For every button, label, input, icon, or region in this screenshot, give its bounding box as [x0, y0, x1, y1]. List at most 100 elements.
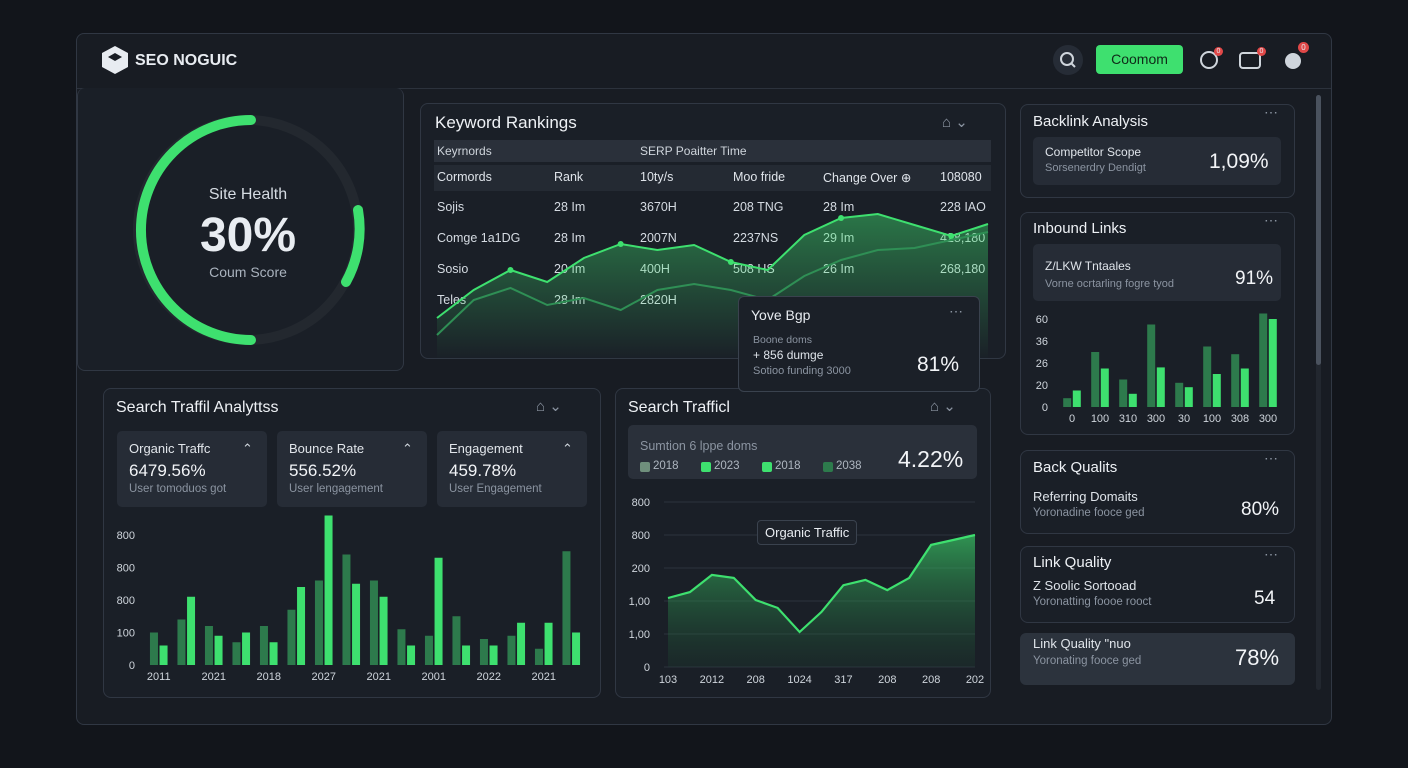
bar [1128, 393, 1137, 407]
point [727, 259, 734, 265]
legend-label: 2038 [836, 460, 862, 472]
search-button[interactable] [1052, 44, 1084, 76]
line [436, 212, 989, 319]
stat-value: 78% [1235, 645, 1280, 670]
bar [424, 635, 433, 665]
table-cell: 28 Im [554, 200, 586, 214]
popover-title: Yove Bgp [751, 307, 811, 323]
kpi-toggle: ⌃ [242, 441, 253, 456]
ratio-card [1020, 633, 1295, 685]
bar [489, 645, 498, 665]
table-header-cell: Moo fride [733, 170, 786, 184]
table-top-header-cell: Keyrnords [437, 144, 492, 158]
kpi-value: 459.78% [449, 461, 517, 480]
bar [1100, 368, 1109, 407]
area [668, 535, 975, 667]
panel-actions[interactable]: ⌂ ⌄ [536, 398, 562, 415]
bar [1175, 382, 1184, 407]
stat-label: Competitor Scope [1045, 145, 1142, 159]
x-tick-label: 2018 [257, 671, 281, 683]
x-tick-label: 103 [659, 674, 677, 686]
bar [517, 622, 526, 665]
table-header-cell: 10ty/s [640, 170, 674, 184]
kpi-toggle: ⌃ [562, 441, 573, 456]
bar [204, 626, 213, 665]
bar [507, 635, 516, 665]
x-tick-label: 30 [1178, 413, 1190, 425]
badge: 0 [1257, 47, 1266, 56]
bar [1184, 387, 1193, 407]
bar [434, 557, 443, 665]
logo [102, 46, 128, 74]
stat-label: Z/LKW Tntaales [1045, 259, 1131, 273]
bar [259, 626, 268, 665]
scrollbar[interactable] [1316, 95, 1321, 690]
badge: 0 [1298, 42, 1309, 53]
stat-label: Referring Domaits [1033, 489, 1138, 504]
panel-title: Backlink Analysis [1033, 113, 1149, 130]
y-tick-label: 36 [1036, 336, 1048, 348]
x-tick-label: 310 [1119, 413, 1137, 425]
legend-label: 2018 [653, 460, 679, 472]
x-tick-label: 2012 [700, 674, 724, 686]
table-cell: Comge 1a1DG [437, 231, 521, 245]
x-tick-label: 2021 [532, 671, 556, 683]
bar [572, 632, 581, 665]
bar [342, 554, 351, 665]
x-tick-label: 208 [922, 674, 940, 686]
popover-line: Boone doms [753, 334, 812, 346]
y-tick-label: 60 [1036, 314, 1048, 326]
bar [452, 616, 461, 665]
bar [1240, 368, 1249, 407]
table-header-cell: 108080 [940, 170, 982, 184]
y-tick-label: 200 [632, 563, 650, 575]
bar [534, 648, 543, 665]
kpi-label: Bounce Rate [289, 441, 365, 456]
x-tick-label: 2021 [367, 671, 391, 683]
site-health-panel [77, 88, 404, 371]
stat-label: Z Soolic Sortooad [1033, 578, 1137, 593]
gauge-subtitle: Coum Score [209, 264, 287, 280]
x-tick-label: 202 [966, 674, 984, 686]
link-quality-panel [1020, 546, 1295, 623]
kpi-label: Organic Traffc [129, 441, 211, 456]
stat-card [1033, 244, 1281, 301]
y-tick-label: 1,00 [629, 596, 650, 608]
kpi-sub: User lengagement [289, 483, 383, 495]
table-header-cell: Cormords [437, 170, 492, 184]
legend-swatch [823, 462, 833, 472]
table-top-header [434, 140, 991, 162]
y-tick-label: 800 [117, 563, 135, 575]
legend-label: 2023 [714, 460, 740, 472]
bar [297, 587, 306, 665]
bar [324, 515, 333, 665]
legend-swatch [701, 462, 711, 472]
panel-title: Link Quality [1033, 554, 1112, 571]
panel-title: Keyword Rankings [435, 113, 577, 132]
popover-line: Sotioo funding 3000 [753, 365, 851, 377]
bar [544, 622, 553, 665]
popover-value: 81% [917, 353, 960, 376]
point [948, 233, 955, 239]
header-icons[interactable] [1195, 42, 1315, 78]
popover-line: + 856 dumge [753, 348, 824, 362]
kpi-label: Engagement [449, 441, 523, 456]
bar [242, 632, 251, 665]
popover: Yove Bgp ⋯ Boone doms + 856 dumge Sotioo… [738, 296, 980, 392]
bar [562, 551, 571, 665]
primary-button[interactable]: Coomom [1096, 45, 1183, 74]
back-quality-panel [1020, 450, 1295, 534]
panel-actions[interactable]: ⌂ ⌄ [942, 114, 968, 131]
panel-actions[interactable]: ⌂ ⌄ [930, 398, 956, 415]
bar [269, 642, 278, 665]
bar [1072, 390, 1081, 407]
bar [1212, 374, 1221, 407]
stat-card [1033, 137, 1281, 185]
x-tick-label: 308 [1231, 413, 1249, 425]
bar [1147, 324, 1156, 407]
more[interactable]: ⋯ [949, 303, 963, 319]
bar [369, 580, 378, 665]
panel-title: Inbound Links [1033, 220, 1127, 237]
